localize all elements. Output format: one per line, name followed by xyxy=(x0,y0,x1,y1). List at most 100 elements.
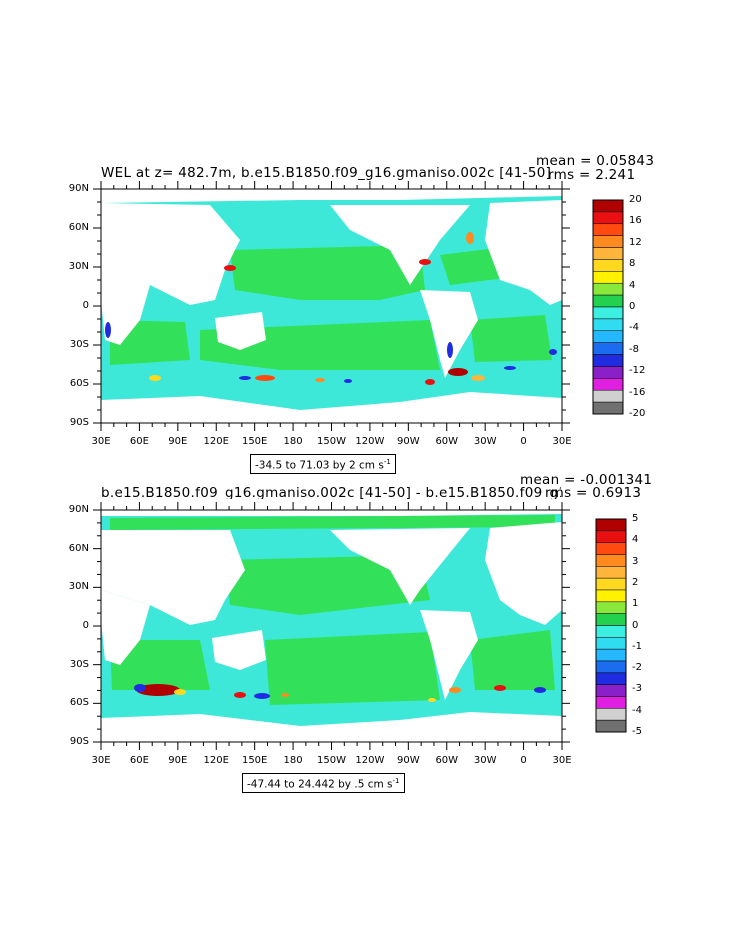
colorbar-label: 8 xyxy=(629,258,636,270)
lat-label: 60S xyxy=(69,378,89,389)
colorbar-label: -1 xyxy=(632,640,642,652)
lat-label: 60N xyxy=(68,542,89,554)
colorbar-label: 5 xyxy=(632,513,639,524)
panel-1-range-box: -34.5 to 71.03 by 2 cm s-1 xyxy=(250,454,396,474)
panel-2-green-arctic xyxy=(110,515,555,530)
panel-2-land-eurasia xyxy=(101,530,245,625)
panel-1-range-text: -34.5 to 71.03 by 2 cm s xyxy=(255,459,384,472)
panel-2-land-south-america xyxy=(420,610,478,700)
lat-label: 60N xyxy=(68,222,89,233)
colorbar-label: 12 xyxy=(629,236,642,248)
panel-2-mean: mean = -0.001341 xyxy=(520,472,653,488)
panel-2-range-text: -47.44 to 24.442 by .5 cm s xyxy=(247,778,393,791)
colorbar-box xyxy=(595,554,627,567)
lat-label: 90S xyxy=(69,736,89,747)
colorbar-box xyxy=(595,566,627,579)
colorbar-label: -4 xyxy=(632,704,642,716)
colorbar-box xyxy=(595,577,627,591)
lon-label: 120W xyxy=(355,755,385,766)
panel-1-title: WEL at z= 482.7m, b.e15.B1850.f09_g16.gm… xyxy=(101,165,552,181)
lon-label: 30E xyxy=(91,755,111,766)
panel-1-land-africa xyxy=(101,265,150,345)
panel-2-land-australia xyxy=(212,630,266,670)
lon-label: 60E xyxy=(129,436,149,447)
lon-label: 60W xyxy=(435,436,459,447)
panel-1-green-south-atlantic xyxy=(470,315,552,362)
lat-label: 0 xyxy=(82,300,89,311)
lon-label: 30E xyxy=(91,436,111,447)
lon-label: 150W xyxy=(317,755,346,766)
lon-label: 60W xyxy=(435,755,459,766)
panel-1-map xyxy=(101,189,562,423)
panel-2-range-sup: -1 xyxy=(392,777,400,785)
colorbar-label: 3 xyxy=(632,555,639,567)
panel-2-land-antarctica xyxy=(101,712,562,742)
panel-1-land-australia xyxy=(215,312,266,350)
lon-label: 90E xyxy=(168,436,188,447)
panel-1-colorbar xyxy=(592,199,624,415)
colorbar-label: -2 xyxy=(632,662,642,674)
lon-label: 30W xyxy=(473,436,497,447)
panel-1-hotspots xyxy=(105,232,557,385)
colorbar-box xyxy=(595,613,627,626)
lat-label: 30N xyxy=(68,581,89,593)
colorbar-label: 4 xyxy=(632,534,639,546)
lon-label: 90W xyxy=(397,436,420,447)
lat-label: 30S xyxy=(69,658,89,670)
panel-2-green-indian xyxy=(110,640,210,690)
panel-2-land-europe-africa xyxy=(485,522,562,625)
lon-label: 120E xyxy=(203,436,229,447)
panel-1-ticks xyxy=(93,181,570,431)
colorbar-box xyxy=(595,660,627,674)
colorbar-label: -12 xyxy=(629,365,646,377)
colorbar-box xyxy=(595,601,627,614)
lon-label: 0 xyxy=(520,755,527,766)
colorbar-label: 4 xyxy=(629,279,636,291)
panel-1-range-sup: -1 xyxy=(383,458,391,466)
panel-2-green-atlantic xyxy=(470,630,555,690)
colorbar-box xyxy=(595,648,627,662)
colorbar-box xyxy=(595,542,627,555)
panel-1-land-antarctica xyxy=(101,392,562,423)
lon-label: 30E xyxy=(552,436,572,447)
panel-2-hotspots xyxy=(134,684,546,702)
panel-1-land-europe-africa xyxy=(485,200,562,305)
lon-label: 30W xyxy=(473,755,497,766)
lon-label: 90E xyxy=(168,755,188,766)
colorbar-label: -4 xyxy=(629,322,639,334)
lat-label: 30N xyxy=(68,261,89,272)
lon-label: 150W xyxy=(317,436,346,447)
colorbar-label: 1 xyxy=(632,598,639,610)
colorbar-label: 0 xyxy=(629,301,636,312)
colorbar-label: -8 xyxy=(629,343,639,355)
colorbar-box xyxy=(595,708,627,721)
lon-label: 180 xyxy=(283,436,303,447)
panel-1-green-north-pacific xyxy=(230,245,425,300)
panel-2-land-africa xyxy=(101,590,150,665)
colorbar-label: 0 xyxy=(632,619,639,631)
colorbar-box xyxy=(595,589,627,603)
panel-2-green-south-pacific xyxy=(265,632,440,705)
panel-1-rms: rms = 2.241 xyxy=(548,167,636,183)
panel-2-green-north-pacific xyxy=(225,555,430,615)
panel-1-land-arctic xyxy=(101,189,562,203)
lat-label: 90N xyxy=(68,504,89,515)
colorbar-box xyxy=(595,672,627,685)
lat-label: 0 xyxy=(82,620,89,631)
colorbar-frame xyxy=(595,518,627,733)
lat-label: 90N xyxy=(68,183,89,194)
panel-2-colorbar xyxy=(595,518,627,733)
lat-label: 30S xyxy=(69,339,89,350)
colorbar-box xyxy=(595,518,627,532)
panel-2-rms: rms = 0.6913 xyxy=(545,485,642,501)
colorbar-label: -20 xyxy=(629,408,646,419)
panel-2-land-arctic xyxy=(101,510,562,516)
panel-2-range-box: -47.44 to 24.442 by .5 cm s-1 xyxy=(242,773,405,793)
lon-label: 150E xyxy=(241,755,268,766)
lon-label: 0 xyxy=(520,436,527,447)
colorbar-box xyxy=(595,637,627,650)
colorbar-label: 2 xyxy=(632,576,639,588)
colorbar-box xyxy=(595,684,627,697)
